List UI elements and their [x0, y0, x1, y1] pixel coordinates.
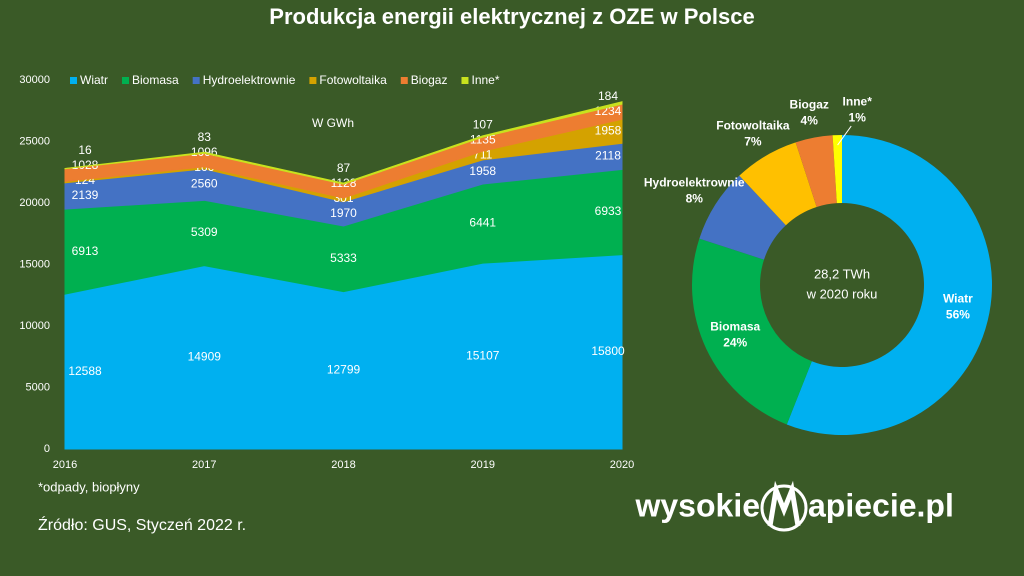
donut-slice — [832, 135, 842, 204]
source: Źródło: GUS, Styczeń 2022 r. — [38, 515, 246, 534]
area — [64, 101, 623, 185]
legend-label: Hydroelektrownie — [203, 73, 296, 87]
legend-label: Wiatr — [80, 73, 108, 87]
data-label: 1970 — [330, 206, 357, 220]
y-tick-label: 20000 — [19, 197, 50, 209]
data-label: 83 — [198, 130, 212, 144]
slice-name: Fotowoltaika — [716, 119, 790, 133]
logo-icon — [760, 484, 808, 532]
y-tick-label: 5000 — [26, 381, 50, 393]
y-tick-label: 10000 — [19, 320, 50, 332]
logo: wysokie apiecie.pl — [634, 480, 954, 532]
slice-value: 8% — [686, 191, 704, 205]
data-label: 15800 — [591, 344, 625, 358]
data-label: 6913 — [72, 244, 99, 258]
logo-left: wysokie — [634, 487, 760, 523]
slice-name: Biomasa — [710, 319, 760, 333]
y-tick-label: 0 — [44, 443, 50, 455]
data-label: 12588 — [68, 364, 102, 378]
data-label: 2560 — [191, 177, 218, 191]
data-label: 1958 — [595, 123, 622, 137]
slice-name: Biogaz — [790, 97, 829, 111]
donut-slice — [691, 238, 812, 425]
slice-value: 1% — [849, 110, 867, 124]
logo-n — [767, 480, 801, 527]
data-label: 6933 — [595, 204, 622, 218]
data-label: 2118 — [595, 149, 621, 163]
annotation: W GWh — [312, 116, 354, 130]
legend-label: Inne* — [471, 73, 499, 87]
slice-value: 4% — [801, 113, 819, 127]
donut-slice — [795, 135, 837, 208]
data-label: 15107 — [466, 348, 500, 362]
legend-swatch — [461, 77, 469, 84]
center-text: 28,2 TWh — [814, 266, 870, 281]
donut-slice — [699, 175, 786, 260]
data-label: 1135 — [470, 133, 496, 147]
slice-name: Hydroelektrownie — [644, 175, 745, 189]
legend-label: Fotowoltaika — [319, 73, 387, 87]
x-tick-label: 2016 — [53, 459, 77, 471]
data-label: 1958 — [469, 164, 496, 178]
data-label: 6441 — [469, 216, 496, 230]
slice-value: 56% — [946, 307, 970, 321]
legend-swatch — [192, 77, 200, 84]
footnote: *odpady, biopłyny — [38, 479, 140, 494]
title: Produkcja energii elektrycznej z OZE w P… — [269, 4, 754, 29]
data-label: 1028 — [72, 158, 99, 172]
y-tick-label: 15000 — [19, 258, 50, 270]
legend-swatch — [400, 77, 408, 84]
slice-value: 24% — [723, 335, 747, 349]
center-text: w 2020 roku — [806, 286, 878, 301]
leader-line — [837, 125, 852, 146]
plots: 0 5000 10000 15000 20000 25000 30000 2016 2017 20… — [19, 73, 992, 471]
slice-value: 7% — [744, 135, 762, 149]
x-tick-label: 2017 — [192, 459, 216, 471]
legend-swatch — [122, 77, 129, 84]
legend-swatch — [70, 77, 77, 84]
legend-swatch — [309, 77, 317, 84]
data-label: 107 — [473, 118, 493, 132]
y-tick-label: 25000 — [19, 135, 50, 147]
data-label: 12799 — [327, 362, 361, 376]
data-label: 184 — [598, 89, 618, 103]
slice-name: Wiatr — [943, 291, 973, 305]
y-tick-label: 30000 — [19, 74, 50, 86]
legend: Wiatr Biomasa Hydroelektrownie Fotowoltaika… — [70, 73, 500, 87]
logo-right: apiecie.pl — [808, 487, 954, 523]
data-label: 14909 — [188, 349, 222, 363]
data-label: 2139 — [72, 188, 99, 202]
data-label: 5309 — [191, 225, 218, 239]
x-tick-label: 2018 — [331, 459, 355, 471]
legend-label: Biogaz — [411, 73, 448, 87]
donut-slice — [786, 135, 992, 436]
data-label: 16 — [78, 143, 92, 157]
donut-slice — [739, 142, 817, 226]
legend-label: Biomasa — [132, 73, 179, 87]
data-label: 5333 — [330, 251, 357, 265]
x-tick-label: 2020 — [610, 459, 634, 471]
data-label: 87 — [337, 161, 351, 175]
x-tick-label: 2019 — [471, 459, 495, 471]
slice-name: Inne* — [843, 94, 873, 108]
